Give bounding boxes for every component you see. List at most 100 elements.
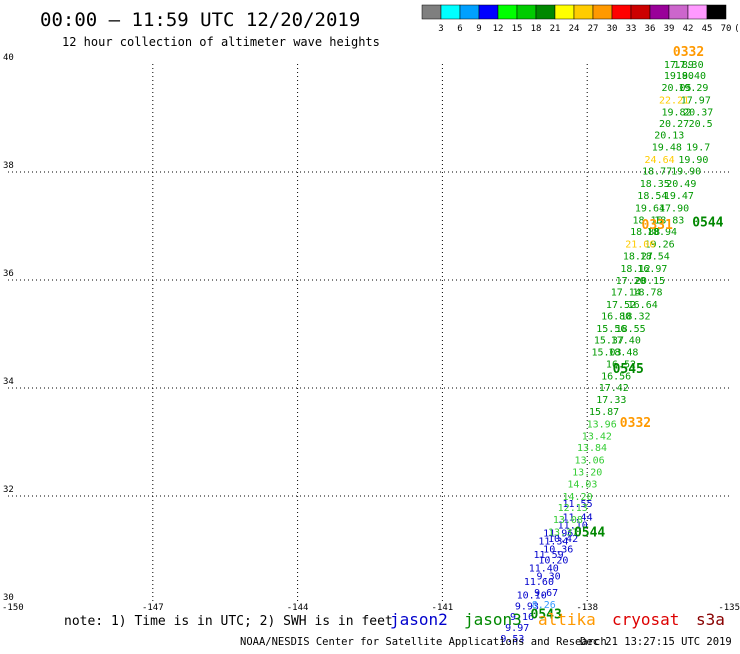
scale-label: 15 bbox=[512, 24, 523, 34]
data-point-label: 20.15 bbox=[635, 276, 665, 287]
data-point-label: 18.55 bbox=[616, 324, 646, 335]
y-tick-label: 34 bbox=[3, 377, 14, 387]
data-point-label: 17.20 bbox=[616, 276, 646, 287]
data-point-label: 11.10 bbox=[558, 520, 588, 531]
data-points: 11.5511.4411.1010.4210.3610.209.309.6711… bbox=[500, 60, 713, 645]
data-point-label: 15.56 bbox=[596, 324, 626, 335]
data-point-label: 11.40 bbox=[529, 564, 559, 575]
footer-credit: NOAA/NESDIS Center for Satellite Applica… bbox=[240, 636, 607, 648]
data-point-label: 11.59 bbox=[534, 550, 564, 561]
satellite-legend-item: cryosat bbox=[612, 610, 679, 629]
scale-label: 21 bbox=[550, 24, 561, 34]
data-point-label: 20.37 bbox=[683, 107, 713, 118]
data-point-label: 9.53 bbox=[500, 634, 524, 645]
data-point-label: 16.80 bbox=[601, 311, 631, 322]
data-point-label: 19.64 bbox=[635, 203, 665, 214]
scale-label: 27 bbox=[588, 24, 599, 34]
scale-swatch bbox=[440, 4, 461, 20]
satellite-legend-item: altika bbox=[538, 610, 596, 629]
x-tick-label: -150 bbox=[2, 603, 24, 613]
data-point-label: 10.42 bbox=[548, 534, 578, 545]
data-point-label: 22.21 bbox=[659, 95, 689, 106]
data-point-label: 11.44 bbox=[562, 512, 592, 523]
data-point-label: 10.36 bbox=[543, 545, 573, 556]
pass-labels: 0332 0331 0332 0544 0545 0544 0543 bbox=[531, 45, 724, 623]
data-point-label: 16.56 bbox=[601, 371, 631, 382]
data-point-label: 18.78 bbox=[632, 288, 662, 299]
pass-time-label: 0544 bbox=[574, 526, 605, 541]
pass-time-label: 0544 bbox=[692, 216, 723, 231]
scale-label: 30 bbox=[607, 24, 618, 34]
data-point-label: 11.96 bbox=[543, 529, 573, 540]
data-point-label: 17.14 bbox=[611, 288, 641, 299]
data-point-label: 19.82 bbox=[661, 107, 691, 118]
data-point-label: 19.90 bbox=[671, 167, 701, 178]
scale-swatch bbox=[687, 4, 708, 20]
data-point-label: 13.06 bbox=[575, 456, 605, 467]
data-point-label: 18.40 bbox=[676, 71, 706, 82]
data-point-label: 14.03 bbox=[567, 479, 597, 490]
scale-swatch bbox=[706, 4, 727, 20]
data-point-label: 18.27 bbox=[623, 251, 653, 262]
scale-label: 33 bbox=[626, 24, 637, 34]
data-point-label: 18.48 bbox=[608, 348, 638, 359]
data-point-label: 13.96 bbox=[587, 419, 617, 430]
data-point-label: 19.90 bbox=[678, 155, 708, 166]
data-point-label: 19.7 bbox=[686, 142, 710, 153]
y-tick-label: 40 bbox=[3, 53, 14, 63]
pass-time-label: 0545 bbox=[613, 362, 644, 377]
scale-label: 39 bbox=[664, 24, 675, 34]
data-point-label: 10.10 bbox=[517, 591, 547, 602]
data-point-label: 9.67 bbox=[534, 588, 558, 599]
data-point-label: 14.20 bbox=[562, 492, 592, 503]
scale-label: 36 bbox=[645, 24, 656, 34]
data-point-label: 9.93 bbox=[515, 601, 539, 612]
data-point-label: 18.94 bbox=[647, 227, 677, 238]
scale-swatch bbox=[421, 4, 442, 20]
data-point-label: 15.87 bbox=[589, 407, 619, 418]
scale-label: 24 bbox=[569, 24, 580, 34]
data-point-label: 21.06 bbox=[625, 240, 655, 251]
pass-time-label: 0331 bbox=[642, 218, 673, 233]
data-point-label: 20.05 bbox=[661, 83, 691, 94]
data-point-label: 13.42 bbox=[582, 431, 612, 442]
footer-note: note: 1) Time is in UTC; 2) SWH is in fe… bbox=[64, 614, 393, 629]
pass-time-label: 0332 bbox=[673, 45, 704, 60]
x-tick-label: -138 bbox=[576, 603, 598, 613]
data-point-label: 11.60 bbox=[524, 577, 554, 588]
satellite-legend-item: jason3 bbox=[464, 610, 522, 629]
data-point-label: 16.64 bbox=[628, 300, 658, 311]
scale-swatch bbox=[535, 4, 556, 20]
scale-label: 45 bbox=[702, 24, 713, 34]
data-point-label: 18.83 bbox=[654, 215, 684, 226]
grid bbox=[8, 64, 732, 604]
scale-swatch bbox=[649, 4, 670, 20]
scale-swatch bbox=[516, 4, 537, 20]
data-point-label: 18.54 bbox=[640, 251, 670, 262]
y-tick-label: 38 bbox=[3, 161, 14, 171]
data-point-label: 18.12 bbox=[620, 264, 650, 275]
data-point-label: 17.90 bbox=[659, 203, 689, 214]
data-point-label: 17.97 bbox=[681, 95, 711, 106]
data-point-label: 16.97 bbox=[637, 264, 667, 275]
data-point-label: 19.29 bbox=[678, 83, 708, 94]
scale-swatch bbox=[668, 4, 689, 20]
data-point-label: 17.52 bbox=[606, 300, 636, 311]
satellite-legend-item: jason2 bbox=[390, 610, 448, 629]
data-point-label: 15.37 bbox=[594, 336, 624, 347]
data-point-label: 20.13 bbox=[654, 131, 684, 142]
x-tick-label: -141 bbox=[432, 603, 454, 613]
data-point-label: 16.52 bbox=[606, 359, 636, 370]
y-tick-label: 36 bbox=[3, 269, 14, 279]
data-point-label: 19.47 bbox=[664, 191, 694, 202]
data-point-label: 13.08 bbox=[553, 515, 583, 526]
data-point-label: 12.13 bbox=[558, 503, 588, 514]
data-point-label: 18.32 bbox=[620, 311, 650, 322]
data-point-label: 18.77 bbox=[642, 167, 672, 178]
data-point-label: 19.26 bbox=[645, 240, 675, 251]
x-tick-label: -135 bbox=[718, 603, 740, 613]
scale-label: 42 bbox=[683, 24, 694, 34]
data-point-label: 20.5 bbox=[689, 119, 713, 130]
